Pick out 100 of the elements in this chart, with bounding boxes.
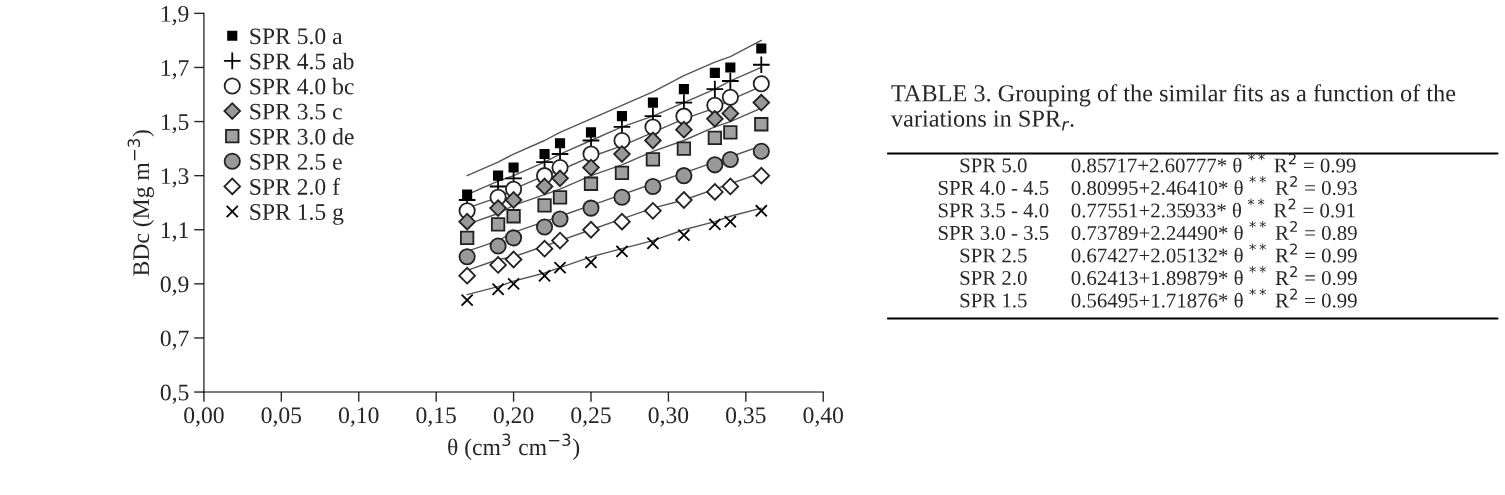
- point: [754, 117, 769, 132]
- legend-label: SPR 5.0 a: [250, 28, 343, 45]
- legend-label: SPR 3.0 de: [250, 128, 354, 145]
- point: [615, 244, 629, 258]
- x-tick-label: 0,00: [184, 407, 224, 427]
- text: SPR 3.0 - 3.5: [938, 225, 1049, 241]
- point: [613, 145, 631, 163]
- point: [554, 138, 566, 149]
- text: 0.85717+2.60777* θ $^{**}$ R$^{2}$ = 0.99: [1071, 153, 1356, 173]
- point: [582, 158, 600, 177]
- text: SPR 2.0: [960, 270, 1027, 286]
- point: [708, 217, 722, 231]
- point: [721, 177, 740, 196]
- legend-label: SPR 3.5 c: [250, 103, 342, 120]
- point: [584, 255, 598, 269]
- point: [721, 104, 740, 123]
- x-tick-label: 0,20: [493, 407, 534, 427]
- point: [505, 229, 523, 247]
- y-tick-label: 0,7: [160, 330, 189, 350]
- legend-label: SPR 2.0 f: [250, 178, 340, 195]
- text: SPR 2.5: [960, 248, 1027, 263]
- point: [507, 277, 521, 291]
- y-tick-label: 0,5: [160, 384, 189, 404]
- x-tick-label: 0,05: [261, 407, 302, 427]
- point: [551, 210, 569, 228]
- point: [536, 218, 554, 236]
- point: [647, 97, 658, 108]
- point: [489, 256, 507, 274]
- point: [490, 217, 506, 232]
- text: 0.62413+1.89879* θ $^{**}$ R$^{2}$ = 0.99: [1071, 266, 1357, 286]
- x-tick-label: 0,35: [726, 407, 766, 427]
- point: [752, 93, 771, 112]
- point: [678, 84, 689, 95]
- text: 0.67427+2.05132* θ $^{**}$ R$^{2}$ = 0.99: [1071, 243, 1357, 263]
- point: [493, 170, 504, 181]
- legend-label: SPR 4.5 ab: [250, 52, 354, 70]
- point: [675, 191, 693, 209]
- x-tick-label: 0,40: [803, 407, 843, 427]
- point: [709, 67, 720, 78]
- point: [506, 209, 521, 224]
- point: [706, 156, 724, 174]
- text: SPR 5.0: [960, 158, 1027, 173]
- point: [644, 118, 662, 136]
- text: SPR 4.0 - 4.5: [938, 180, 1049, 196]
- point: [706, 110, 724, 128]
- point: [721, 88, 739, 106]
- point: [616, 111, 628, 122]
- text: SPR 3.5 - 4.0: [938, 203, 1049, 218]
- x-tick-label: 0,15: [416, 407, 456, 427]
- point: [504, 191, 523, 209]
- legend-label: SPR 4.0 bc: [250, 77, 354, 95]
- legend-label: SPR 2.5 e: [250, 153, 342, 170]
- point: [582, 199, 600, 217]
- point: [723, 215, 737, 229]
- text: 0.73789+2.24490* θ $^{**}$ R$^{2}$ = 0.89: [1071, 221, 1357, 241]
- point: [752, 55, 771, 74]
- point: [459, 230, 475, 246]
- point: [646, 236, 660, 250]
- point: [538, 269, 552, 283]
- point: [458, 248, 476, 266]
- point: [613, 131, 631, 150]
- point: [551, 231, 569, 250]
- point: [460, 293, 474, 307]
- point: [458, 212, 476, 231]
- point: [613, 212, 631, 231]
- line-series: [466, 207, 762, 296]
- point: [504, 250, 523, 269]
- y-axis-title: BDc (Mg m$^{−3}$): [127, 130, 154, 276]
- point: [756, 43, 767, 54]
- point: [583, 176, 599, 191]
- y-tick-label: 0,9: [160, 276, 189, 296]
- caption: TABLE 3. Grouping of the similar fits as a function of the variations in SPR$_{r}$.: [890, 84, 1456, 131]
- point: [725, 62, 736, 73]
- point: [752, 166, 771, 185]
- line-series: [466, 39, 762, 177]
- point: [508, 162, 519, 173]
- point: [706, 183, 724, 201]
- text: 0.77551+2.35933* θ $^{**}$ R$^{2}$ = 0.91: [1071, 198, 1355, 218]
- point: [754, 204, 768, 218]
- point: [675, 120, 693, 139]
- y-tick-label: 1,3: [161, 168, 189, 188]
- point: [645, 152, 661, 167]
- text: 0.80995+2.46410* θ $^{**}$ R$^{2}$ = 0.93: [1071, 176, 1357, 196]
- point: [676, 141, 692, 156]
- y-tick-label: 1,5: [161, 114, 189, 134]
- point: [644, 131, 662, 150]
- point: [705, 79, 725, 99]
- point: [752, 142, 770, 160]
- point: [535, 177, 554, 196]
- point: [582, 145, 600, 163]
- point: [752, 75, 770, 93]
- point: [582, 220, 600, 239]
- y-tick-label: 1,1: [161, 222, 188, 242]
- point: [551, 169, 569, 188]
- point: [491, 282, 505, 296]
- x-tick-label: 0,25: [571, 407, 611, 427]
- x-axis-title: θ (cm$^{3}$ cm$^{−3}$): [448, 433, 580, 460]
- point: [706, 96, 724, 114]
- text: 0.56495+1.71876* θ $^{**}$ R$^{2}$ = 0.99: [1071, 288, 1357, 308]
- point: [489, 199, 507, 217]
